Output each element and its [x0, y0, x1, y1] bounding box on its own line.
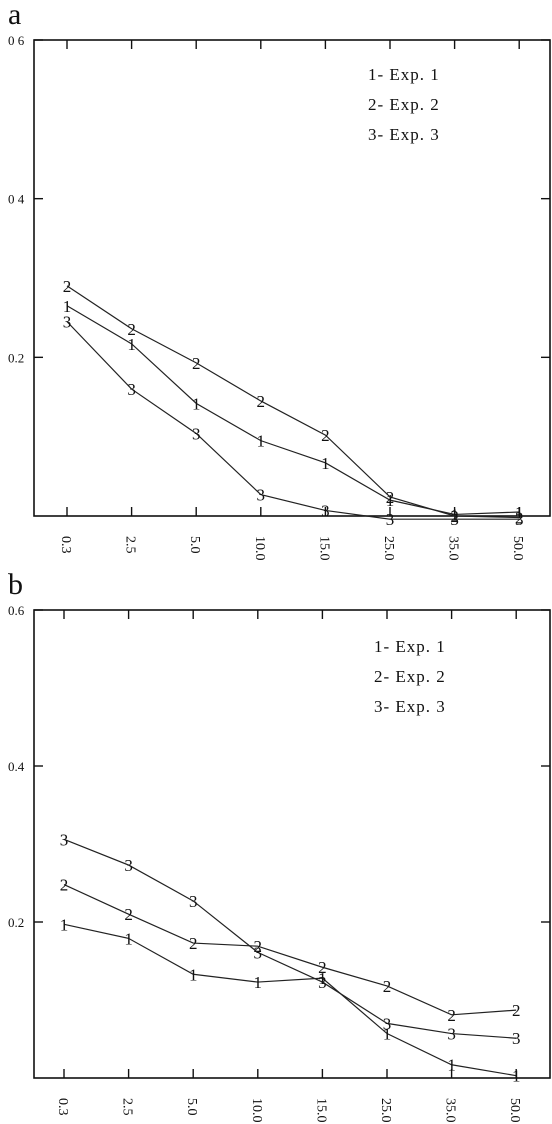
- panel-a-series-1-marker: 1: [450, 505, 459, 524]
- panel-b-series-3-marker: 3: [318, 973, 327, 992]
- panel-b: b 0.2 0.4 0.6 0.3 2.5 5.0 10.0 15.0 25.0 35.0 50.0…: [8, 568, 551, 1123]
- panel-a-series-2-marker: 2: [192, 354, 201, 373]
- panel-a-ytick-label: 0 6: [8, 33, 25, 48]
- panel-a-series-1-marker: 1: [63, 297, 72, 316]
- panel-a-series-1-marker: 1: [127, 335, 136, 354]
- panel-b-series-1-marker: 1: [60, 915, 69, 934]
- panel-a-series-2-marker: 2: [257, 392, 266, 411]
- panel-a-series-2-marker: 2: [127, 320, 136, 339]
- panel-a-series-1-marker: 1: [386, 491, 395, 510]
- panel-a-series-3-marker: 3: [127, 380, 136, 399]
- panel-a-series-2-marker: 2: [63, 277, 72, 296]
- panel-a-series-3-marker: 3: [321, 501, 330, 520]
- panel-b-series-2-marker: 2: [383, 977, 392, 996]
- panel-b-series-2-marker: 2: [318, 958, 327, 977]
- panel-a-series-1-marker: 1: [515, 503, 524, 522]
- panel-b-series-3-marker: 3: [447, 1025, 456, 1044]
- panel-a-series-3-marker: 3: [515, 510, 524, 529]
- panel-a-label: a: [8, 0, 21, 31]
- panel-b-xtick-label: 5.0: [184, 1098, 199, 1116]
- panel-b-series-1-marker: 1: [383, 1025, 392, 1044]
- panel-a-plot-frame: [33, 39, 551, 517]
- panel-b-xtick-label: 35.0: [443, 1098, 458, 1123]
- panel-a-xtick-label: 50.0: [510, 536, 525, 561]
- panel-a-series-3-marker: 3: [192, 424, 201, 443]
- panel-a-series-1-line: [66, 305, 520, 516]
- panel-b-xtick-label: 0.3: [55, 1098, 70, 1116]
- panel-a-xtick-label: 25.0: [381, 536, 396, 561]
- panel-b-legend-item-3: 3- Exp. 3: [374, 697, 446, 716]
- panel-a-ytick-label: 0.2: [8, 350, 24, 365]
- panel-b-legend: 1- Exp. 1 2- Exp. 2 3- Exp. 3: [374, 637, 446, 716]
- panel-a-series-1-marker: 1: [321, 454, 330, 473]
- panel-b-series-2-marker: 2: [124, 905, 133, 924]
- panel-b-series-3-marker: 3: [254, 943, 263, 962]
- panel-b-xtick-label: 50.0: [507, 1098, 522, 1123]
- panel-b-series-1-marker: 1: [254, 973, 263, 992]
- panel-a-series-3-line: [66, 321, 520, 520]
- panel-b-series-1-marker: 1: [318, 969, 327, 988]
- panel-b-plot-frame: [33, 609, 551, 1079]
- panel-a-xtick-label: 2.5: [123, 536, 138, 554]
- panel-b-series-2-marker: 2: [512, 1001, 521, 1020]
- panel-b-label: b: [8, 568, 23, 601]
- panel-a-xtick-label: 5.0: [187, 536, 202, 554]
- panel-a-series-2-marker: 2: [450, 507, 459, 526]
- panel-b-series-3-marker: 3: [512, 1029, 521, 1048]
- panel-b-series-2-marker: 2: [447, 1006, 456, 1025]
- panel-b-series-3-marker: 3: [124, 856, 133, 875]
- panel-a-series-2-marker: 2: [386, 488, 395, 507]
- panel-b-series-1-marker: 1: [447, 1056, 456, 1075]
- panel-a-marks: 0.2 0 4 0 6 0.3 2.5 5.0 10.0 15.0 25.0 35.0 50.0 1 1…: [8, 33, 550, 561]
- panel-a-series-3-marker: 3: [450, 510, 459, 529]
- panel-b-series-1-marker: 1: [512, 1067, 521, 1086]
- panel-a-legend-item-2: 2- Exp. 2: [368, 95, 440, 114]
- panel-b-series-3-marker: 3: [383, 1014, 392, 1033]
- panel-b-series-2-marker: 2: [189, 934, 198, 953]
- panel-a-series-2-marker: 2: [515, 509, 524, 528]
- panel-b-series-1-line: [63, 923, 517, 1077]
- panel-b-series-1-marker: 1: [124, 929, 133, 948]
- panel-b-xtick-label: 2.5: [120, 1098, 135, 1116]
- panel-a-legend-item-1: 1- Exp. 1: [368, 65, 440, 84]
- panel-a-ytick-label: 0 4: [8, 192, 25, 207]
- panel-a-legend: 1- Exp. 1 2- Exp. 2 3- Exp. 3: [368, 65, 440, 144]
- panel-b-xtick-label: 25.0: [378, 1098, 393, 1123]
- panel-b-series-1-marker: 1: [189, 965, 198, 984]
- panel-b-ytick-label: 0.6: [8, 603, 25, 618]
- panel-b-series-2-marker: 2: [254, 937, 263, 956]
- panel-b-xtick-label: 10.0: [249, 1098, 264, 1123]
- panel-b-ytick-label: 0.2: [8, 915, 24, 930]
- panel-a-xtick-label: 10.0: [252, 536, 267, 561]
- panel-b-series-2-marker: 2: [60, 876, 69, 895]
- panel-b-series-3-marker: 3: [60, 830, 69, 849]
- panel-b-marks: 0.2 0.4 0.6 0.3 2.5 5.0 10.0 15.0 25.0 35.0 50.0 1 1…: [8, 603, 550, 1123]
- panel-b-series-2-line: [63, 884, 517, 1016]
- panel-a-series-3-marker: 3: [63, 313, 72, 332]
- panel-b-xtick-label: 15.0: [313, 1098, 328, 1123]
- panel-a-xtick-label: 0.3: [58, 536, 73, 554]
- panel-b-legend-item-1: 1- Exp. 1: [374, 637, 446, 656]
- panel-a-series-3-marker: 3: [386, 510, 395, 529]
- panel-a-legend-item-3: 3- Exp. 3: [368, 125, 440, 144]
- panel-a-series-1-marker: 1: [257, 432, 266, 451]
- panel-b-ytick-label: 0.4: [8, 759, 25, 774]
- panel-a-series-1-marker: 1: [192, 394, 201, 413]
- panel-b-legend-item-2: 2- Exp. 2: [374, 667, 446, 686]
- panel-a-series-2-line: [66, 285, 520, 519]
- panel-a-series-2-marker: 2: [321, 426, 330, 445]
- panel-b-series-3-line: [63, 838, 517, 1039]
- panel-a-xtick-label: 35.0: [446, 536, 461, 561]
- panel-a-xtick-label: 15.0: [316, 536, 331, 561]
- panel-b-series-3-marker: 3: [189, 892, 198, 911]
- panel-a: a 0.2 0 4 0 6 0.3 2.5 5.0 10.0 15.0 25.0 35.0 50.0…: [8, 0, 551, 561]
- panel-a-series-3-marker: 3: [257, 486, 266, 505]
